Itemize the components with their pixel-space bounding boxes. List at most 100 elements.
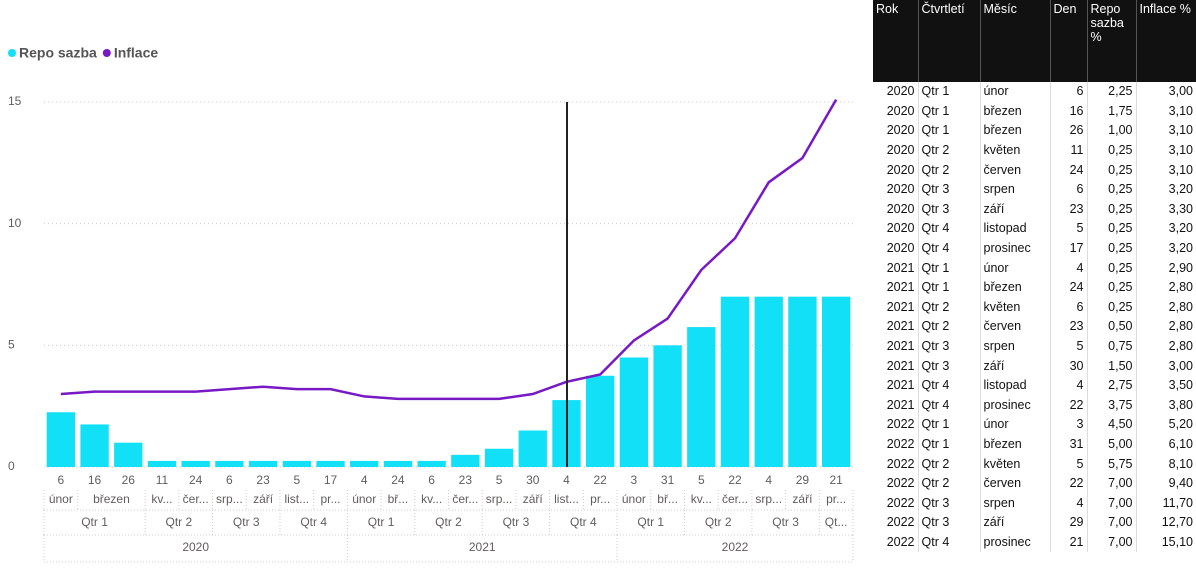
table-row: 2020 Qtr 4 listopad 5 0,25 3,20 [873,219,1196,239]
month-label: bř... [388,492,409,506]
table-cell: Qtr 4 [918,375,981,396]
table-cell: 3,10 [1168,123,1193,138]
bar [147,460,177,467]
legend-label: Repo sazba [19,45,97,61]
table-cell: březen [980,121,1051,141]
table-cell: 3,30 [1168,201,1193,216]
bar [687,327,716,467]
table-row: 2022 Qtr 2 červen 22 7,00 9,40 [873,473,1196,494]
quarter-label: Qtr 2 [435,515,462,529]
table-row: 2021 Qtr 2 květen 6 0,25 2,80 [873,297,1196,318]
table-cell: 9,40 [1168,476,1193,491]
table-cell: 7,00 [1087,493,1137,514]
table-cell: květen [980,297,1051,318]
table-cell: Qtr 1 [918,101,981,122]
table-cell: Qtr 2 [918,140,981,161]
month-label: srp... [216,492,243,506]
table-cell: 4 [1050,258,1088,278]
x-tick-label: 6 [58,473,65,487]
table-cell: 3,75 [1087,395,1137,416]
x-tick-label: 6 [226,473,233,487]
month-label: září [523,492,544,506]
table-cell: prosinec [980,395,1051,416]
table-cell: 2022 [873,532,919,553]
table-row: 2022 Qtr 1 březen 31 5,00 6,10 [873,434,1196,455]
quarter-label: Qtr 1 [637,515,664,529]
bar [248,460,278,467]
table-cell: Qtr 3 [918,493,981,514]
table-cell: 0,25 [1087,179,1137,200]
table-cell: 21 [1050,532,1088,553]
table-cell: 3,00 [1168,84,1193,99]
table-cell: 7,00 [1087,513,1137,533]
table-cell: 1,75 [1087,101,1137,122]
x-tick-label: 16 [88,473,102,487]
table-cell: Qtr 3 [918,179,981,200]
table-row: 2020 Qtr 3 srpen 6 0,25 3,20 [873,179,1196,200]
table-cell: 2,80 [1168,299,1193,314]
table-cell: Qtr 1 [918,82,981,102]
table-cell: 0,50 [1087,317,1137,337]
x-tick-label: 22 [728,473,742,487]
table-row: 2022 Qtr 2 květen 5 5,75 8,10 [873,454,1196,474]
bar [586,375,615,467]
table-row: 2021 Qtr 4 listopad 4 2,75 3,50 [873,375,1196,396]
column-header: Měsíc [980,0,1051,82]
table-cell: 8,10 [1168,456,1193,471]
table-cell: 15,10 [1161,534,1193,549]
x-tick-label: 3 [631,473,638,487]
table-cell: 3,20 [1168,182,1193,197]
table-cell: 2020 [873,121,919,141]
column-header: Den [1050,0,1088,82]
table-cell: 22 [1050,395,1088,416]
month-label: kv... [151,492,172,506]
month-label: kv... [421,492,442,506]
table-cell: 0,25 [1087,297,1137,318]
month-label: list... [554,492,579,506]
table-cell: Qtr 2 [918,454,981,474]
table-cell: 22 [1050,473,1088,494]
table-cell: 5,00 [1087,434,1137,455]
table-cell: 24 [1050,160,1088,180]
x-tick-label: 23 [256,473,270,487]
quarter-label: Qtr 1 [368,515,395,529]
table-cell: květen [980,454,1051,474]
x-tick-label: 21 [829,473,843,487]
table-cell: červen [980,473,1051,494]
table-cell: Qtr 3 [918,356,981,376]
x-tick-label: 24 [189,473,203,487]
table-cell: listopad [980,219,1051,239]
quarter-label: Qtr 1 [81,515,108,529]
table-cell: 5 [1050,336,1088,357]
table-cell: 2021 [873,277,919,298]
table-cell: srpen [980,336,1051,357]
month-label: čer... [722,492,748,506]
table-cell: listopad [980,375,1051,396]
table-cell: 7,00 [1087,473,1137,494]
table-cell: září [980,199,1051,220]
table-cell: 2022 [873,415,919,435]
table-cell: 17 [1050,238,1088,259]
table-cell: 2021 [873,317,919,337]
y-tick-label: 0 [8,459,15,473]
table-row: 2021 Qtr 4 prosinec 22 3,75 3,80 [873,395,1196,416]
table-row: 2022 Qtr 1 únor 3 4,50 5,20 [873,415,1196,435]
bar [788,296,817,467]
table-cell: únor [980,82,1051,102]
table-cell: Qtr 4 [918,238,981,259]
y-tick-label: 15 [8,94,22,108]
table-cell: 0,25 [1087,277,1137,298]
table-cell: 2020 [873,199,919,220]
table-cell: 11,70 [1162,495,1193,510]
x-tick-label: 5 [698,473,705,487]
legend-label: Inflace [114,45,159,61]
bar [282,460,311,467]
table-cell: 2021 [873,356,919,376]
bar [215,460,244,467]
legend-marker [102,49,111,57]
x-tick-label: 6 [428,473,435,487]
x-tick-label: 30 [526,473,540,487]
table-cell: 0,75 [1087,336,1137,357]
table-cell: 5,75 [1087,454,1137,474]
bar [316,460,345,467]
